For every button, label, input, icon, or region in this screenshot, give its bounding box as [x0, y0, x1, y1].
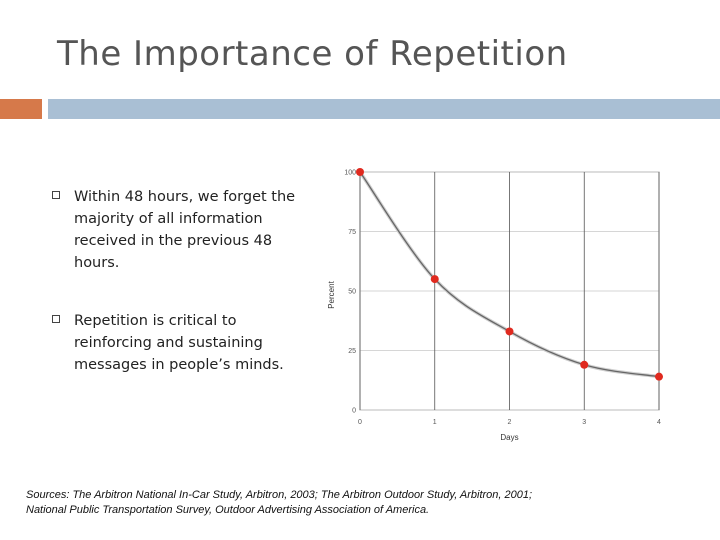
x-axis-label: Days	[500, 433, 518, 442]
series-line	[359, 171, 660, 378]
data-point	[505, 327, 514, 336]
x-tick-label: 4	[657, 419, 661, 426]
accent-bar-blue	[48, 99, 720, 119]
y-tick-label: 25	[348, 348, 356, 355]
x-tick-label: 3	[582, 419, 586, 426]
sources-note: Sources: The Arbitron National In-Car St…	[26, 488, 706, 518]
x-tick-label: 0	[358, 419, 362, 426]
chart-points	[356, 168, 663, 381]
data-point	[430, 275, 439, 284]
bullet-item: Repetition is critical to reinforcing an…	[52, 310, 302, 376]
y-tick-label: 0	[352, 408, 356, 415]
chart-series	[358, 170, 660, 379]
slide-title: The Importance of Repetition	[57, 34, 568, 74]
bullet-text: Repetition is critical to reinforcing an…	[74, 313, 284, 373]
chart-labels: 0 25 50 75 100 0 1 2 3 4	[344, 170, 661, 427]
square-bullet-icon	[52, 315, 60, 323]
y-tick-label: 100	[344, 170, 356, 177]
accent-bar-orange	[0, 99, 42, 119]
retention-line-chart: 0 25 50 75 100 0 1 2 3 4 Days Percent	[327, 168, 663, 442]
bullet-item: Within 48 hours, we forget the majority …	[52, 186, 302, 274]
y-axis-label: Percent	[327, 280, 336, 308]
data-point	[356, 168, 364, 176]
data-point	[580, 360, 589, 369]
sources-line: National Public Transportation Survey, O…	[26, 504, 430, 516]
x-tick-label: 1	[433, 419, 437, 426]
x-tick-label: 2	[508, 419, 512, 426]
y-tick-label: 75	[348, 229, 356, 236]
bullet-text: Within 48 hours, we forget the majority …	[74, 189, 296, 271]
y-tick-label: 50	[348, 289, 356, 296]
data-point	[655, 372, 663, 381]
sources-line: Sources: The Arbitron National In-Car St…	[26, 489, 533, 501]
chart-grid	[359, 171, 660, 411]
square-bullet-icon	[52, 191, 60, 199]
